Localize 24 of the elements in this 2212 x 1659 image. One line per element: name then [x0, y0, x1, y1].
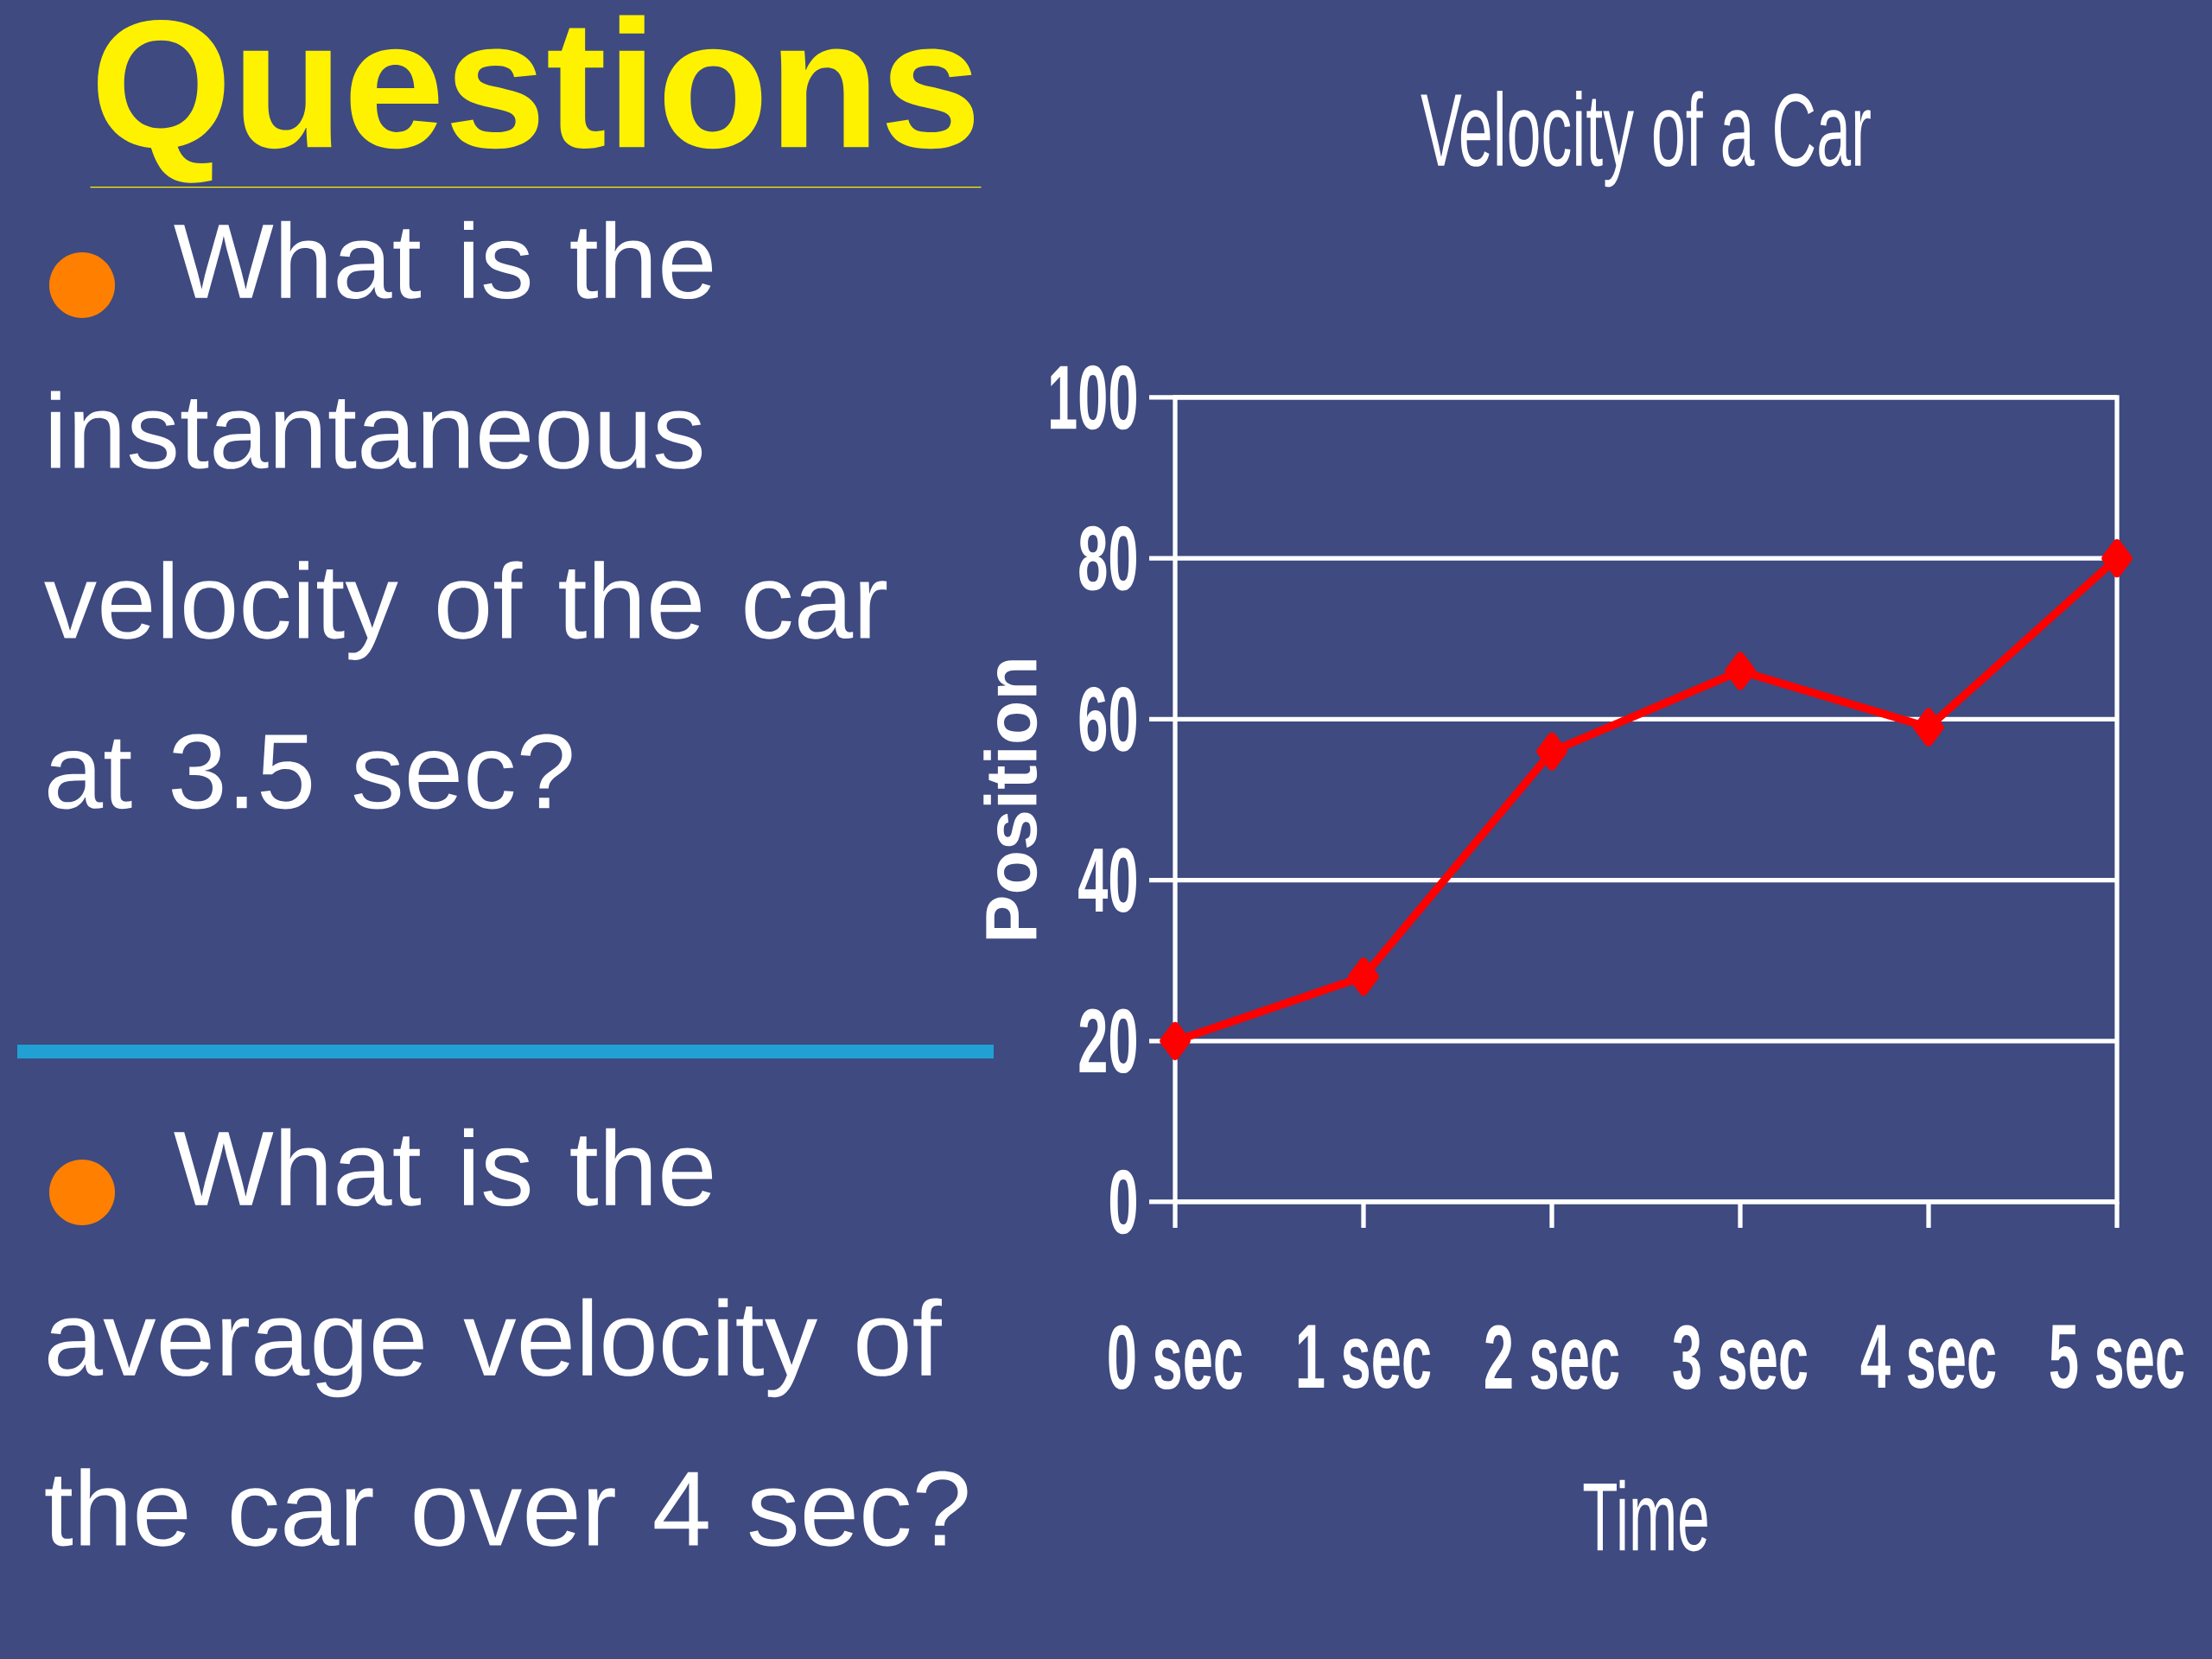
text: Questions: [98, 15, 975, 183]
chart-title: Velocity of a Car: [1421, 91, 1871, 188]
x-tick-label: 4 sec: [1860, 1325, 1996, 1389]
point: [1536, 732, 1567, 771]
y-axis-title: Position: [983, 660, 1038, 939]
y-tick-label: 20: [1079, 1008, 1136, 1074]
x-tick-label: 0 sec: [1109, 1325, 1243, 1390]
x-tick-label: 3 sec: [1673, 1325, 1808, 1390]
point: [1725, 652, 1756, 690]
y-tick-label: 80: [1079, 525, 1136, 591]
y-tick-label: 100: [1051, 365, 1136, 430]
y-tick-label: 40: [1078, 848, 1136, 912]
point: [2101, 539, 2133, 578]
y-tick-label: 0: [1109, 1169, 1136, 1235]
point: [1160, 1021, 1191, 1060]
x-tick-label: 2 sec: [1485, 1325, 1619, 1390]
point: [1913, 708, 1944, 747]
text: What is the average velocity of the car over 4 sec?: [45, 1128, 968, 1547]
text: What is the instantaneous velocity of the car at 3.5 sec?: [44, 220, 887, 810]
point: [1348, 957, 1379, 996]
x-tick-label: 5 sec: [2050, 1325, 2184, 1389]
y-tick-label: 60: [1079, 687, 1136, 752]
x-axis-title: Time: [1583, 1479, 1707, 1552]
x-tick-label: 1 sec: [1298, 1325, 1431, 1389]
